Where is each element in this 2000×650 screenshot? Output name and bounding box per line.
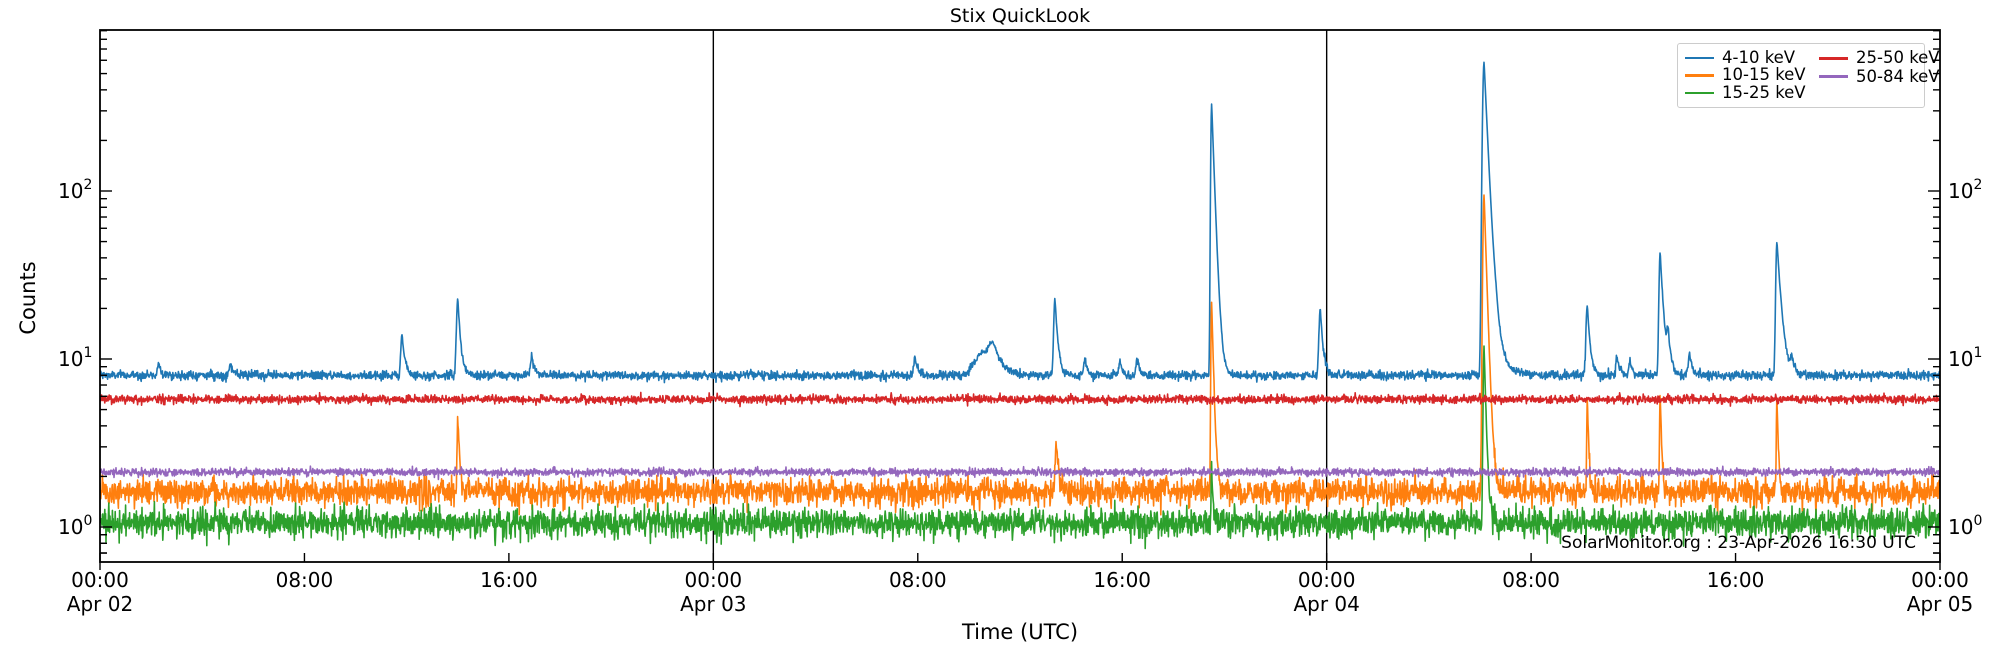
legend-swatch	[1685, 56, 1714, 60]
x-tick-label: 00:00	[1911, 568, 1969, 592]
legend-label: 10-15 keV	[1722, 65, 1806, 85]
x-tick-day-label: Apr 02	[67, 592, 133, 616]
series-line-25-50-kev	[100, 391, 1940, 408]
legend-label: 50-84 keV	[1856, 66, 1940, 86]
series-line-15-25-kev	[100, 345, 1940, 550]
legend-item-10-15-kev: 10-15 keV	[1685, 67, 1819, 85]
legend-swatch	[1819, 75, 1848, 79]
series-line-4-10-kev	[100, 61, 1940, 384]
y-tick-label-left: 100	[58, 513, 92, 539]
x-tick-label: 00:00	[1298, 568, 1356, 592]
legend-label: 4-10 keV	[1722, 47, 1796, 67]
legend-swatch	[1685, 74, 1714, 77]
legend-label: 25-50 keV	[1856, 48, 1940, 67]
x-axis-label: Time (UTC)	[961, 620, 1079, 644]
x-tick-label: 16:00	[480, 568, 538, 592]
x-tick-day-label: Apr 05	[1907, 592, 1973, 616]
watermark-text: SolarMonitor.org : 23-Apr-2026 16:30 UTC	[1561, 533, 1916, 553]
x-tick-label: 08:00	[889, 568, 947, 592]
x-tick-day-label: Apr 03	[680, 592, 746, 616]
legend-item-4-10-kev: 4-10 keV	[1685, 49, 1819, 67]
plot-border	[99, 29, 1941, 563]
chart-title: Stix QuickLook	[949, 5, 1091, 27]
legend-label: 15-25 keV	[1722, 82, 1806, 102]
x-tick-label: 08:00	[276, 568, 334, 592]
legend-swatch	[1819, 56, 1848, 60]
x-tick-label: 16:00	[1093, 568, 1151, 592]
y-tick-label-right: 101	[1948, 345, 1982, 371]
legend: 4-10 keV 10-15 keV 15-25 keV 25-50 keV 50-8…	[1677, 43, 1940, 108]
x-tick-label: 00:00	[685, 568, 743, 592]
y-tick-label-right: 102	[1948, 177, 1982, 203]
x-tick-label: 08:00	[1502, 568, 1560, 592]
legend-item-15-25-kev: 15-25 keV	[1685, 84, 1819, 102]
legend-column-2: 25-50 keV 50-84 keV	[1819, 49, 1940, 102]
x-tick-day-label: Apr 04	[1293, 592, 1359, 616]
legend-item-50-84-kev: 50-84 keV	[1819, 68, 1940, 87]
legend-item-25-50-kev: 25-50 keV	[1819, 49, 1940, 68]
legend-column-1: 4-10 keV 10-15 keV 15-25 keV	[1685, 49, 1819, 102]
y-tick-label-left: 101	[58, 345, 92, 371]
y-tick-label-left: 102	[58, 177, 92, 203]
y-tick-label-right: 100	[1948, 513, 1982, 539]
legend-swatch	[1685, 91, 1714, 95]
series-line-50-84-kev	[100, 465, 1940, 481]
series-line-10-15-kev	[100, 194, 1940, 518]
x-tick-label: 00:00	[71, 568, 129, 592]
y-axis-label: Counts	[16, 261, 40, 335]
x-tick-label: 16:00	[1707, 568, 1765, 592]
